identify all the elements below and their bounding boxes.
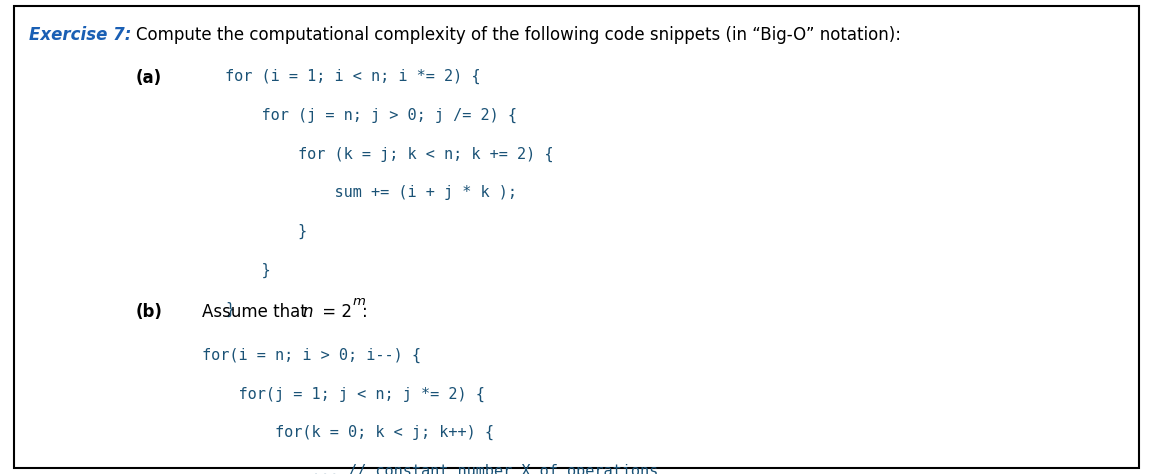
Text: $m$: $m$	[352, 295, 366, 308]
Text: sum += (i + j * k );: sum += (i + j * k );	[225, 185, 517, 201]
FancyBboxPatch shape	[14, 6, 1139, 468]
Text: ... // constant number X of operations: ... // constant number X of operations	[202, 464, 658, 474]
Text: }: }	[225, 302, 234, 317]
Text: Assume that: Assume that	[202, 303, 311, 321]
Text: for(k = 0; k < j; k++) {: for(k = 0; k < j; k++) {	[202, 425, 493, 440]
Text: Exercise 7:: Exercise 7:	[29, 26, 131, 44]
Text: }: }	[225, 224, 307, 239]
Text: (b): (b)	[136, 303, 163, 321]
Text: for (i = 1; i < n; i *= 2) {: for (i = 1; i < n; i *= 2) {	[225, 69, 481, 84]
Text: :: :	[362, 303, 368, 321]
Text: Compute the computational complexity of the following code snippets (in “Big-O” : Compute the computational complexity of …	[136, 26, 900, 44]
Text: = 2: = 2	[317, 303, 352, 321]
Text: $n$: $n$	[302, 303, 314, 321]
Text: for (j = n; j > 0; j /= 2) {: for (j = n; j > 0; j /= 2) {	[225, 108, 517, 123]
Text: for (k = j; k < n; k += 2) {: for (k = j; k < n; k += 2) {	[225, 146, 553, 162]
Text: for(j = 1; j < n; j *= 2) {: for(j = 1; j < n; j *= 2) {	[202, 386, 484, 401]
Text: for(i = n; i > 0; i--) {: for(i = n; i > 0; i--) {	[202, 347, 421, 363]
Text: (a): (a)	[136, 69, 163, 87]
Text: }: }	[225, 263, 271, 278]
